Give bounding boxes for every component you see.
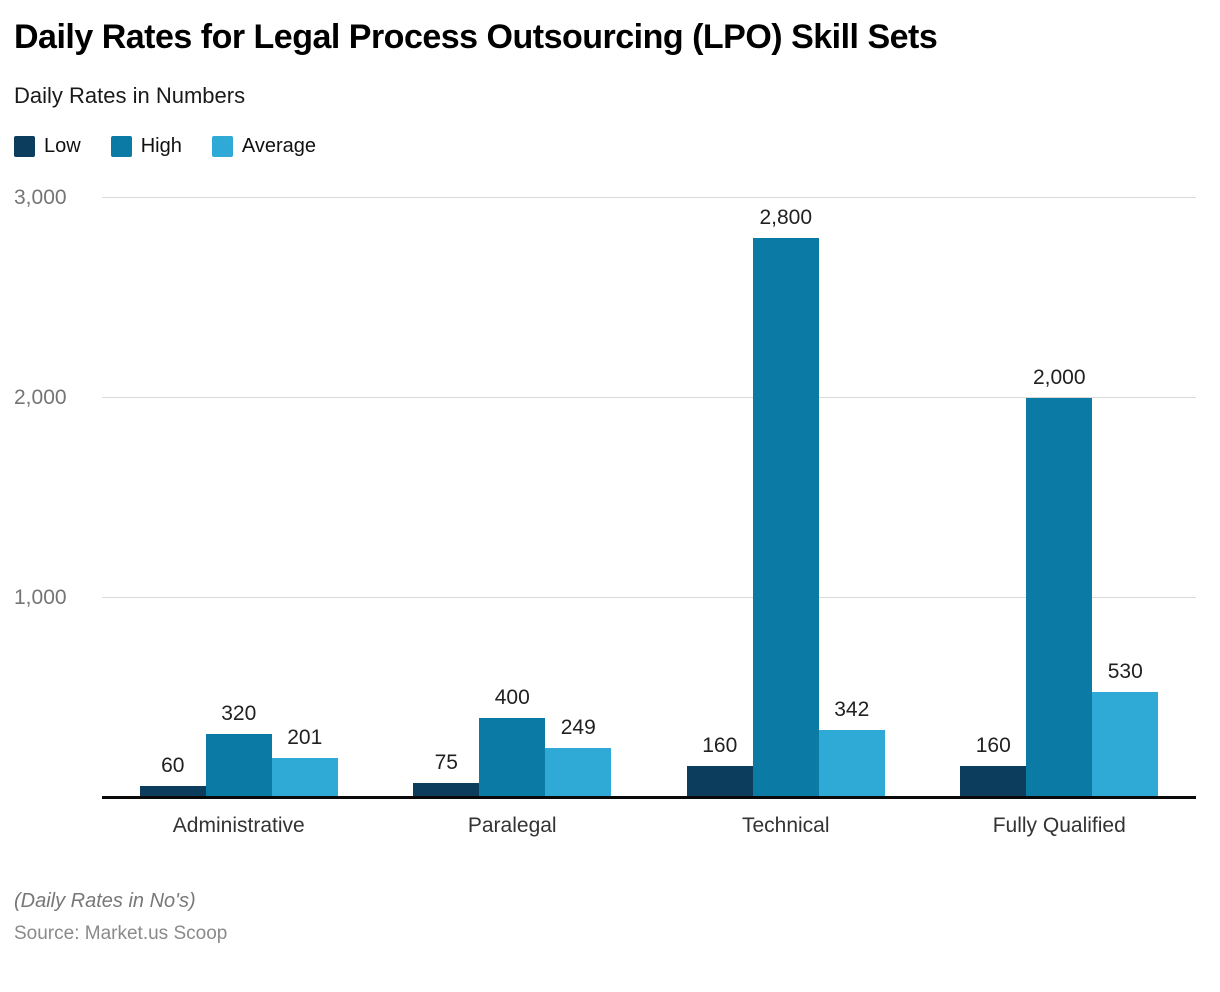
bar-low-paralegal: 75 bbox=[413, 751, 480, 798]
bar-value-label: 249 bbox=[560, 716, 596, 740]
bar-high-administrative: 320 bbox=[205, 702, 272, 798]
plot-area: 60 320 201 75 400 249 160 2,800 342 160 2,000 530 1… bbox=[14, 186, 1196, 799]
bar-chart: 60 320 201 75 400 249 160 2,800 342 160 2,000 530 1… bbox=[14, 186, 1196, 799]
bar-high-technical: 2,800 bbox=[752, 206, 819, 798]
bar-average-fully-qualified: 530 bbox=[1092, 660, 1159, 798]
bar-group-fully-qualified: 160 2,000 530 bbox=[923, 198, 1197, 798]
legend: Low High Average bbox=[14, 135, 1206, 158]
chart-title: Daily Rates for Legal Process Outsourcin… bbox=[14, 18, 938, 56]
bar-value-label: 160 bbox=[975, 734, 1011, 757]
x-axis-category-paralegal: Paralegal bbox=[467, 814, 557, 837]
x-axis-category-technical: Technical bbox=[741, 814, 830, 837]
bar-low-technical: 160 bbox=[686, 734, 753, 798]
bar-value-label: 160 bbox=[702, 734, 738, 757]
bar-group-administrative: 60 320 201 bbox=[102, 198, 376, 798]
bar-value-label: 2,000 bbox=[1032, 366, 1086, 389]
bar-groups: 60 320 201 75 400 249 160 2,800 342 160 2,000 530 bbox=[102, 198, 1196, 798]
legend-label: Low bbox=[44, 135, 81, 157]
y-axis-tick: 2,000 bbox=[14, 386, 67, 410]
legend-item-average: Average bbox=[211, 135, 316, 158]
bar-low-administrative: 60 bbox=[139, 754, 206, 798]
gridline bbox=[102, 197, 1196, 198]
unit-note: (Daily Rates in No's) bbox=[14, 890, 196, 912]
bar-value-label: 201 bbox=[287, 725, 323, 749]
bar-low-fully-qualified: 160 bbox=[960, 734, 1027, 798]
source-note: Source: Market.us Scoop bbox=[14, 923, 228, 944]
bar-value-label: 60 bbox=[161, 754, 185, 777]
legend-label: Average bbox=[241, 135, 316, 157]
x-axis-category-fully-qualified: Fully Qualified bbox=[992, 814, 1126, 837]
bar-high-paralegal: 400 bbox=[479, 686, 546, 798]
bar-value-label: 75 bbox=[434, 751, 458, 774]
y-axis-tick: 1,000 bbox=[14, 586, 67, 610]
legend-swatch-average bbox=[211, 136, 233, 157]
bar-average-technical: 342 bbox=[818, 698, 885, 798]
legend-item-high: High bbox=[110, 135, 182, 158]
bar-value-label: 2,800 bbox=[759, 206, 813, 229]
legend-swatch-low bbox=[14, 136, 35, 157]
legend-item-low: Low bbox=[14, 135, 81, 158]
bar-value-label: 342 bbox=[834, 697, 870, 721]
bar-value-label: 530 bbox=[1107, 660, 1143, 683]
bar-average-administrative: 201 bbox=[271, 726, 338, 798]
chart-subtitle: Daily Rates in Numbers bbox=[14, 83, 246, 108]
x-axis-line bbox=[102, 796, 1196, 799]
x-axis-category-administrative: Administrative bbox=[172, 814, 305, 837]
gridline bbox=[102, 597, 1196, 598]
bar-value-label: 400 bbox=[494, 686, 530, 709]
legend-swatch-high bbox=[110, 136, 132, 157]
bar-value-label: 320 bbox=[221, 702, 257, 725]
bar-group-technical: 160 2,800 342 bbox=[649, 198, 923, 798]
x-axis-labels: Administrative Paralegal Technical Fully Qu… bbox=[102, 814, 1196, 838]
gridline bbox=[102, 397, 1196, 398]
bar-average-paralegal: 249 bbox=[545, 716, 612, 798]
bar-group-paralegal: 75 400 249 bbox=[376, 198, 650, 798]
bar-high-fully-qualified: 2,000 bbox=[1026, 366, 1093, 798]
y-axis-tick: 3,000 bbox=[14, 186, 67, 209]
legend-label: High bbox=[140, 135, 182, 157]
